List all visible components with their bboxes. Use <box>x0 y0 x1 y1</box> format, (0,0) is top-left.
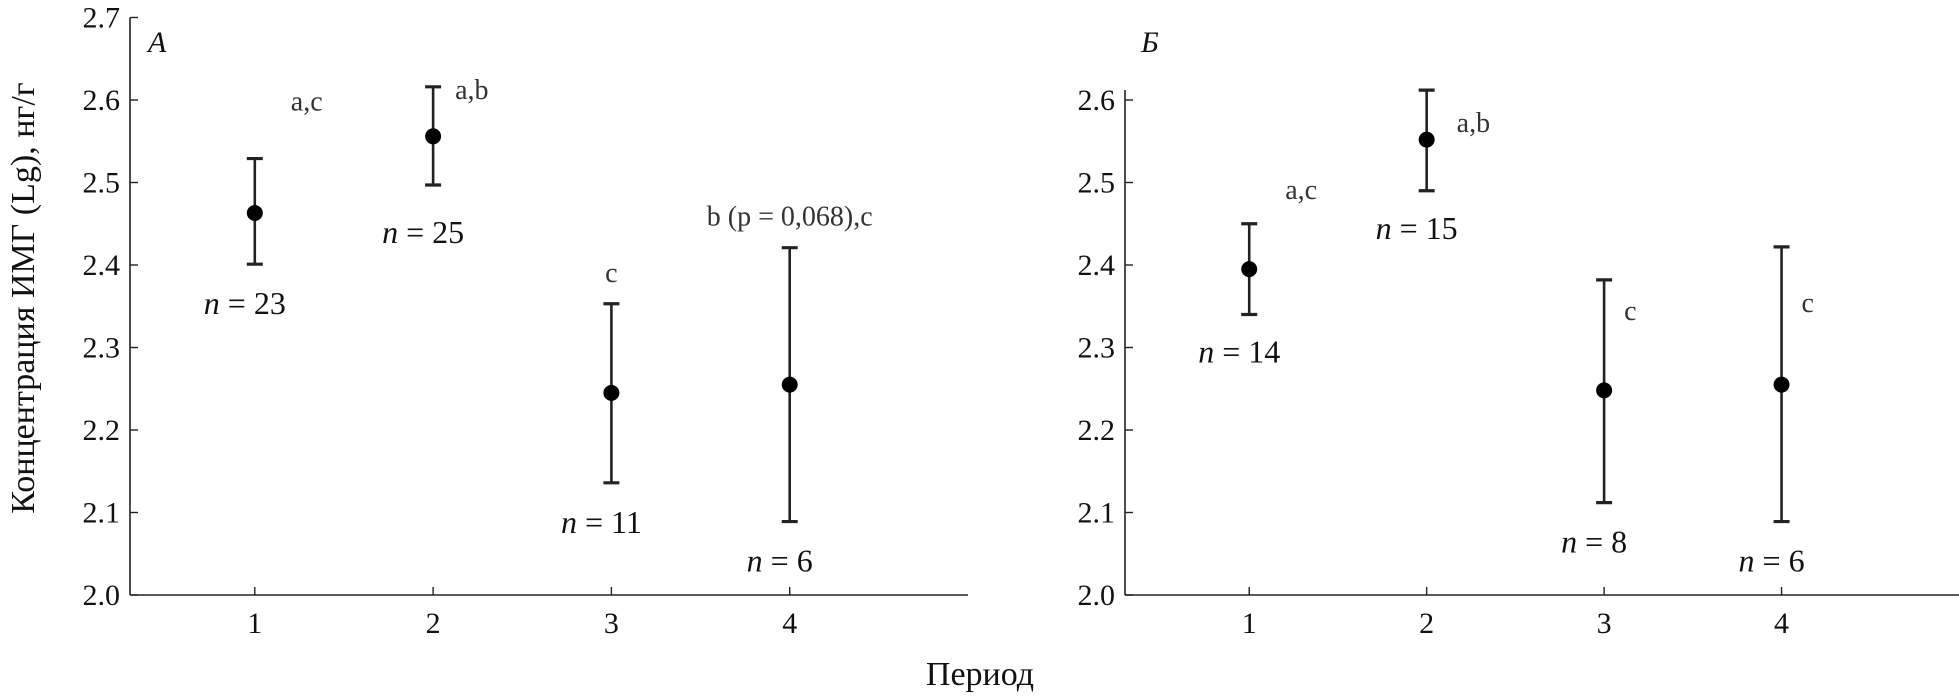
sample-size-label: n = 15 <box>1376 210 1458 246</box>
y-tick-label: 2.5 <box>83 167 121 200</box>
sample-size-value: = 6 <box>1755 543 1805 579</box>
sample-size-label: n = 23 <box>204 285 286 321</box>
y-tick-label: 2.3 <box>83 332 121 365</box>
x-tick-label: 3 <box>604 607 619 640</box>
sample-size-value: = 14 <box>1214 334 1280 370</box>
x-tick-label: 4 <box>1774 607 1789 640</box>
data-point-group: a,c n = 14 <box>1198 175 1317 370</box>
data-point-group: c n = 11 <box>561 258 642 540</box>
y-tick-label: 2.2 <box>1078 414 1116 447</box>
y-tick-label: 2.1 <box>1078 497 1116 530</box>
sample-size-label: n = 6 <box>747 543 813 579</box>
data-point <box>603 384 620 401</box>
data-point-group: c n = 8 <box>1561 278 1637 560</box>
sample-size-value: = 6 <box>763 543 813 579</box>
sample-size-value: = 11 <box>577 504 642 540</box>
sample-size-label: n = 25 <box>382 214 464 250</box>
x-tick-label: 1 <box>1242 607 1257 640</box>
y-tick-label: 2.7 <box>83 2 121 35</box>
sample-size-label: n = 6 <box>1739 543 1805 579</box>
data-point-group: a,b n = 25 <box>382 75 488 250</box>
sample-size-value: = 23 <box>220 285 286 321</box>
panel-a: А2.02.12.22.32.42.52.62.71 2 3 4a,cn = 23a,… <box>83 2 968 640</box>
panel-label: А <box>146 26 167 59</box>
data-point <box>781 376 798 393</box>
data-point <box>1418 131 1435 148</box>
data-point <box>1773 376 1790 393</box>
y-tick-label: 2.1 <box>83 497 121 530</box>
data-point <box>1241 261 1258 278</box>
sample-size-value: = 15 <box>1392 210 1458 246</box>
data-point-group: a,c n = 23 <box>204 87 323 322</box>
y-tick-label: 2.2 <box>83 414 121 447</box>
sample-size-label: n = 8 <box>1561 524 1627 560</box>
y-tick-label: 2.4 <box>83 249 121 282</box>
significance-label: b (p = 0,068),c <box>707 202 873 233</box>
data-point <box>425 128 442 145</box>
sample-size-symbol: n <box>747 543 763 579</box>
y-tick-label: 2.0 <box>1078 579 1116 612</box>
significance-label: c <box>1624 296 1636 327</box>
significance-label: c <box>605 258 617 289</box>
x-tick-label: 3 <box>1597 607 1612 640</box>
significance-label: a,b <box>455 75 488 106</box>
x-tick-label: 1 <box>247 607 262 640</box>
x-tick-label: 2 <box>426 607 441 640</box>
x-tick-label: 2 <box>1419 607 1434 640</box>
y-tick-label: 2.0 <box>83 579 121 612</box>
sample-size-label: n = 11 <box>561 504 642 540</box>
sample-size-symbol: n <box>382 214 398 250</box>
y-tick-label: 2.4 <box>1078 249 1116 282</box>
y-tick-label: 2.3 <box>1078 332 1116 365</box>
sample-size-value: = 25 <box>398 214 464 250</box>
x-tick-label: 4 <box>782 607 797 640</box>
data-point <box>246 205 263 222</box>
data-point-group: a,b n = 15 <box>1376 88 1490 246</box>
significance-label: a,c <box>1285 175 1317 206</box>
y-axis-label: Концентрация ИМГ (Lg), нг/г <box>5 82 42 513</box>
data-point-group: b (p = 0,068),c n = 6 <box>707 202 873 579</box>
sample-size-symbol: n <box>1561 524 1577 560</box>
significance-label: a,b <box>1457 108 1490 139</box>
y-tick-label: 2.6 <box>83 84 121 117</box>
panel-b: Б 2.0 2.1 2.2 2.3 2.4 2.5 2.6 1 2 3 4 a,c n = 14 a,b n … <box>1078 26 1959 640</box>
y-tick-label: 2.5 <box>1078 167 1116 200</box>
significance-label: c <box>1802 288 1814 319</box>
data-point-group: c n = 6 <box>1739 245 1814 579</box>
sample-size-symbol: n <box>561 504 577 540</box>
sample-size-symbol: n <box>1376 210 1392 246</box>
sample-size-symbol: n <box>1198 334 1214 370</box>
data-point <box>1596 382 1613 399</box>
sample-size-symbol: n <box>204 285 220 321</box>
sample-size-symbol: n <box>1739 543 1755 579</box>
sample-size-label: n = 14 <box>1198 334 1280 370</box>
x-axis-label: Период <box>926 656 1034 693</box>
y-tick-label: 2.6 <box>1078 84 1116 117</box>
panel-label: Б <box>1140 26 1159 59</box>
sample-size-value: = 8 <box>1577 524 1627 560</box>
significance-label: a,c <box>291 87 323 118</box>
